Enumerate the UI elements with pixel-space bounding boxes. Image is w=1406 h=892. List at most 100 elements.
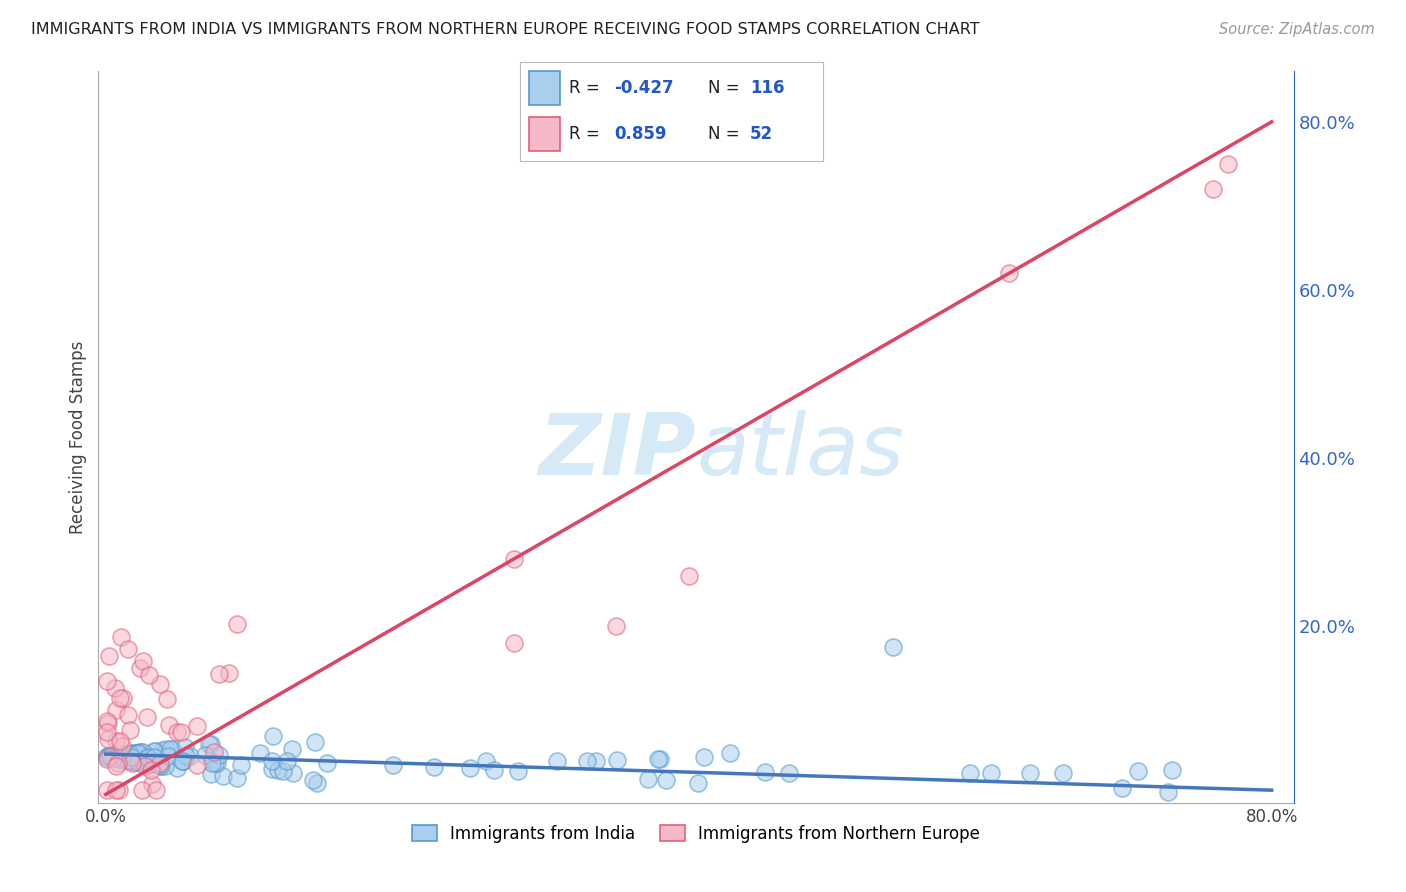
Point bbox=[1216, 157, 1239, 171]
Point bbox=[150, 743, 173, 757]
Point bbox=[108, 690, 131, 705]
Text: N =: N = bbox=[707, 79, 745, 97]
Point bbox=[1111, 781, 1133, 796]
Point bbox=[96, 714, 118, 728]
Point bbox=[186, 719, 208, 733]
Point bbox=[136, 749, 159, 764]
Point bbox=[96, 724, 118, 739]
Point bbox=[138, 668, 160, 682]
Point bbox=[655, 773, 678, 788]
Point bbox=[104, 759, 127, 773]
Point bbox=[105, 751, 128, 765]
Bar bbox=[529, 71, 560, 104]
Point bbox=[166, 762, 188, 776]
Point bbox=[127, 755, 149, 769]
Point bbox=[157, 749, 180, 764]
Point bbox=[127, 746, 149, 760]
Point bbox=[156, 692, 179, 706]
Point bbox=[585, 754, 607, 768]
Point bbox=[1157, 785, 1180, 799]
Point bbox=[114, 753, 136, 767]
Text: atlas: atlas bbox=[696, 410, 904, 493]
Point bbox=[111, 739, 134, 754]
Point bbox=[110, 630, 132, 644]
Point bbox=[128, 746, 150, 760]
Point bbox=[104, 681, 127, 695]
Point bbox=[121, 754, 143, 768]
Point bbox=[1128, 764, 1150, 779]
Point bbox=[115, 747, 138, 761]
Text: 116: 116 bbox=[749, 79, 785, 97]
Point bbox=[231, 758, 253, 772]
Point bbox=[249, 746, 271, 760]
Point bbox=[129, 661, 152, 675]
Point bbox=[172, 754, 194, 768]
Point bbox=[97, 715, 120, 730]
Point bbox=[134, 758, 156, 772]
Point bbox=[104, 751, 127, 765]
Point bbox=[204, 756, 226, 770]
Point bbox=[260, 762, 283, 776]
Point bbox=[150, 759, 173, 773]
Point bbox=[96, 749, 118, 764]
Point bbox=[145, 743, 167, 757]
Text: Source: ZipAtlas.com: Source: ZipAtlas.com bbox=[1219, 22, 1375, 37]
Point bbox=[267, 763, 290, 777]
Point bbox=[211, 769, 233, 783]
Point bbox=[98, 749, 121, 764]
Point bbox=[108, 733, 131, 747]
Point bbox=[120, 754, 142, 768]
Point bbox=[502, 552, 524, 566]
Text: -0.427: -0.427 bbox=[614, 79, 673, 97]
Point bbox=[276, 754, 298, 768]
Point bbox=[145, 783, 167, 797]
Point bbox=[125, 746, 148, 760]
Point bbox=[200, 767, 222, 781]
Point bbox=[202, 745, 225, 759]
Point bbox=[172, 754, 194, 768]
Point bbox=[132, 745, 155, 759]
Point bbox=[96, 674, 118, 689]
Point bbox=[125, 755, 148, 769]
Point bbox=[482, 763, 505, 777]
Point bbox=[170, 754, 193, 768]
Point bbox=[262, 754, 284, 768]
Point bbox=[546, 754, 568, 768]
Point bbox=[118, 747, 141, 761]
Legend: Immigrants from India, Immigrants from Northern Europe: Immigrants from India, Immigrants from N… bbox=[405, 818, 987, 849]
Text: IMMIGRANTS FROM INDIA VS IMMIGRANTS FROM NORTHERN EUROPE RECEIVING FOOD STAMPS C: IMMIGRANTS FROM INDIA VS IMMIGRANTS FROM… bbox=[31, 22, 980, 37]
Point bbox=[138, 756, 160, 771]
Point bbox=[381, 758, 404, 772]
Point bbox=[96, 749, 118, 764]
Point bbox=[104, 703, 127, 717]
Point bbox=[117, 708, 139, 723]
Text: R =: R = bbox=[568, 79, 605, 97]
Point bbox=[97, 749, 120, 764]
Point bbox=[205, 756, 228, 771]
Point bbox=[882, 640, 904, 655]
Point bbox=[208, 667, 231, 681]
Point bbox=[135, 756, 157, 771]
Point bbox=[160, 741, 183, 756]
Point bbox=[170, 724, 193, 739]
Point bbox=[118, 754, 141, 768]
Point bbox=[1202, 182, 1225, 196]
Point bbox=[153, 759, 176, 773]
Point bbox=[149, 756, 172, 770]
Point bbox=[139, 763, 162, 777]
Point bbox=[502, 636, 524, 650]
Point bbox=[103, 751, 125, 765]
Point bbox=[647, 752, 669, 766]
Point bbox=[225, 617, 247, 632]
Point bbox=[307, 775, 329, 789]
Point bbox=[98, 749, 121, 764]
Point bbox=[606, 753, 628, 767]
Point bbox=[605, 619, 627, 633]
Point bbox=[174, 739, 197, 754]
Text: N =: N = bbox=[707, 125, 745, 143]
Bar bbox=[529, 118, 560, 151]
Point bbox=[117, 641, 139, 656]
Point bbox=[108, 752, 131, 766]
Point bbox=[149, 758, 172, 772]
Point bbox=[121, 754, 143, 768]
